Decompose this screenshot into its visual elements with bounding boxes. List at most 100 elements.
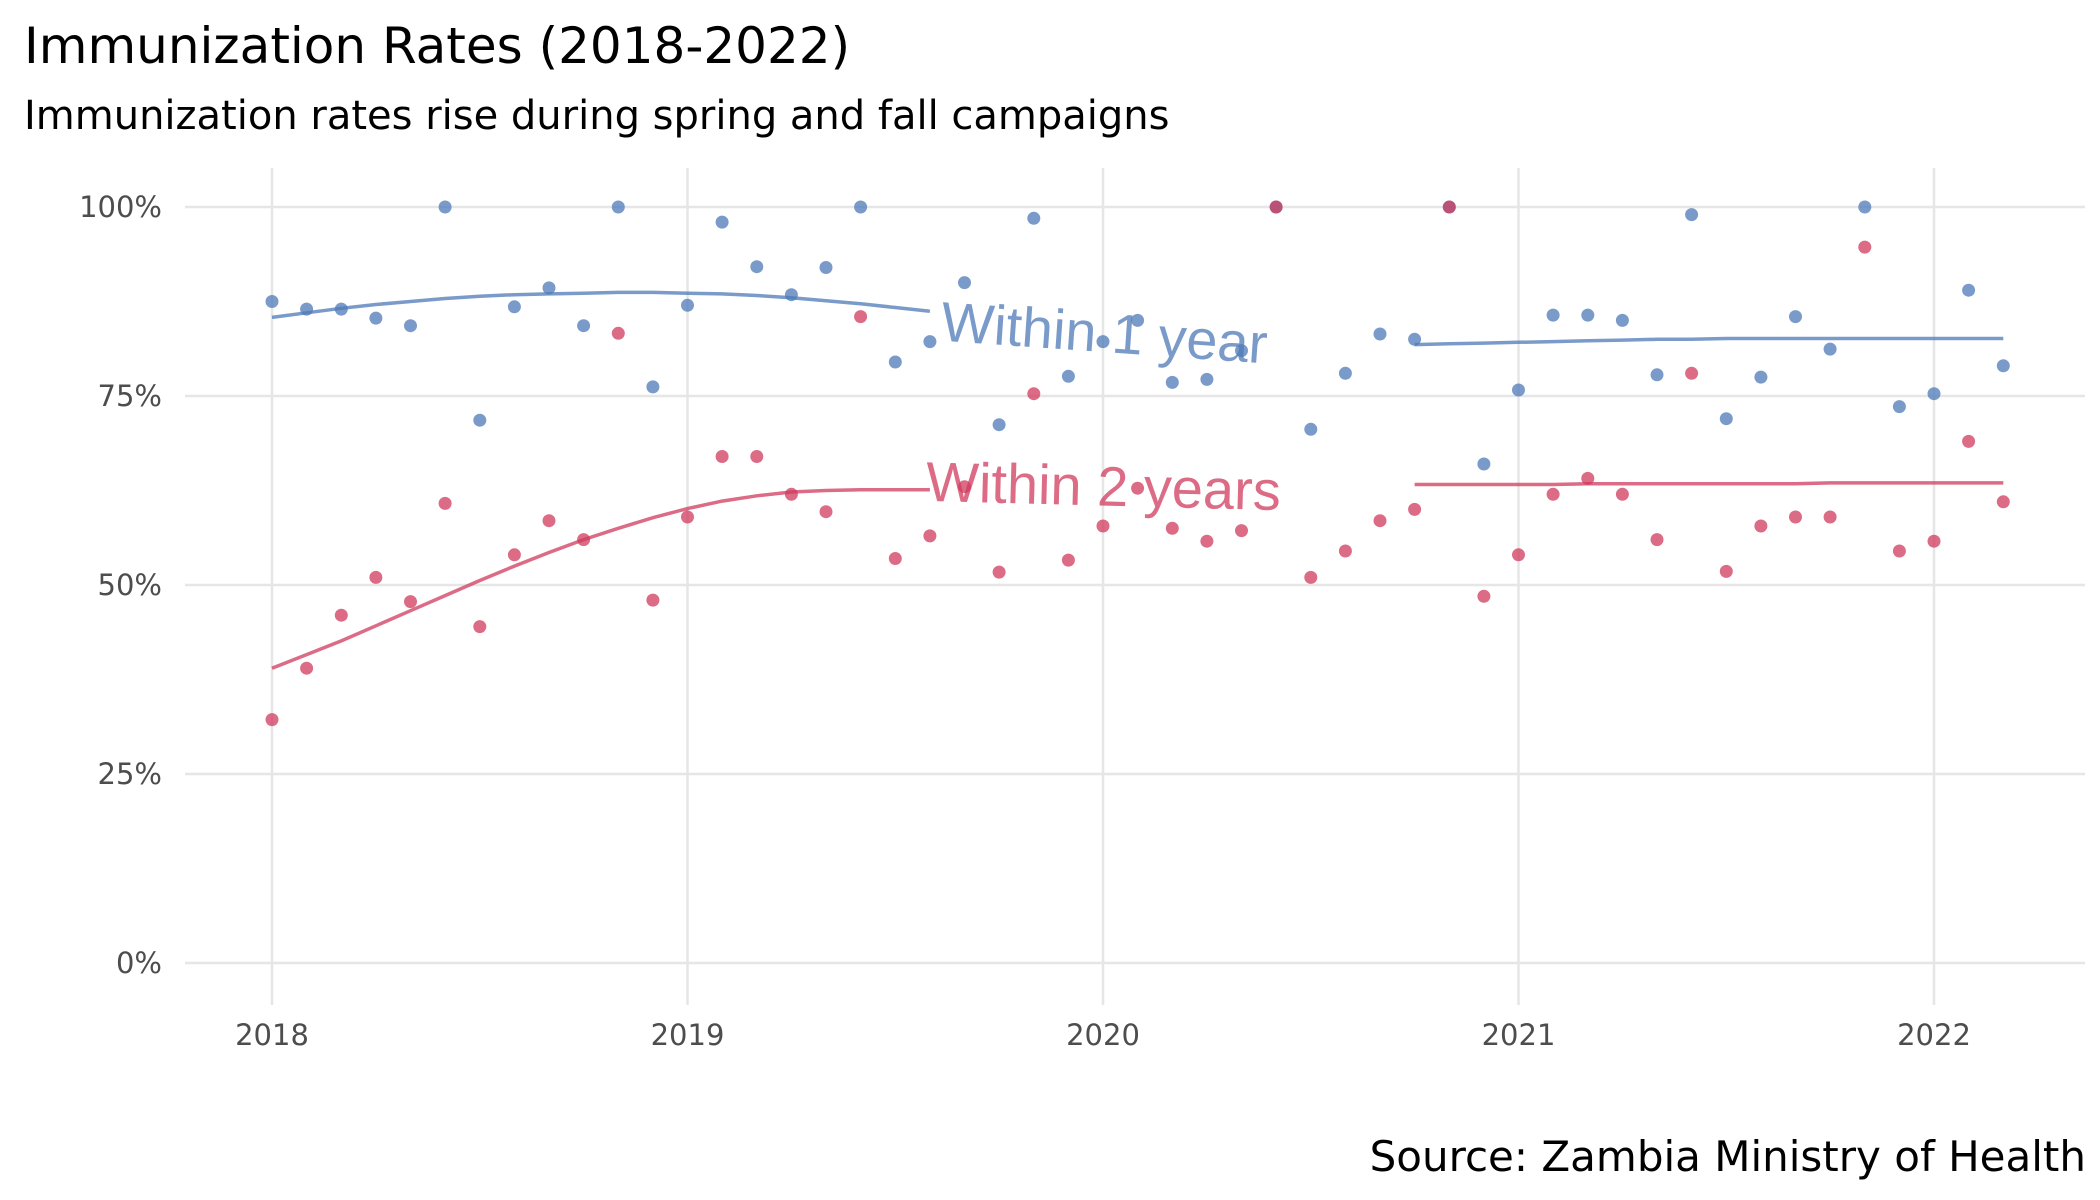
point-within-1-year [1235,344,1248,358]
point-within-1-year [854,200,868,214]
point-within-2-years [1096,519,1110,533]
point-within-2-years [1061,553,1075,567]
point-within-2-years [1927,534,1941,548]
point-within-1-year [473,413,487,427]
point-within-2-years [438,496,452,510]
point-within-1-year [1581,308,1595,322]
point-within-2-years [1304,570,1318,584]
x-tick-label: 2022 [1897,1018,1971,1052]
point-within-2-years [1269,200,1283,214]
point-within-2-years [611,326,625,340]
point-within-2-years [1754,519,1768,533]
point-within-2-years [854,310,868,324]
point-within-1-year [265,295,279,308]
point-within-1-year [681,298,694,312]
point-within-1-year [542,281,556,295]
chart-caption: Source: Zambia Ministry of Health [1369,1132,2086,1181]
point-within-2-years [1996,495,2010,509]
point-within-1-year [958,276,971,290]
point-within-2-years [300,661,314,675]
point-within-2-years [1131,481,1145,495]
point-within-2-years [888,552,902,565]
point-within-2-years [369,570,383,584]
point-within-1-year [888,355,902,369]
data-points [265,200,2010,727]
trend-line [1414,481,2004,487]
point-within-1-year [646,380,660,394]
point-within-2-years [1338,544,1352,558]
point-within-1-year [1685,208,1699,222]
point-within-1-year [1477,457,1491,471]
point-within-2-years [1200,534,1214,548]
point-within-1-year [1615,313,1629,327]
point-within-1-year [1131,313,1145,327]
point-within-2-years [1615,487,1629,501]
point-within-1-year [1962,283,1976,297]
point-within-2-years [334,608,348,622]
y-tick-label: 75% [98,379,162,413]
trend-line [1414,336,2004,347]
point-within-1-year [1996,359,2010,373]
point-within-2-years [1546,487,1560,501]
point-within-2-years [1442,200,1456,214]
point-within-1-year [923,335,937,349]
point-within-2-years [1165,521,1179,535]
point-within-2-years [1789,510,1802,524]
point-within-1-year [1061,369,1075,383]
point-within-2-years [715,450,729,463]
chart-subtitle: Immunization rates rise during spring an… [24,93,1170,139]
y-tick-label: 100% [79,190,162,224]
point-within-2-years [1962,434,1976,448]
y-tick-label: 50% [98,568,162,602]
point-within-1-year [1096,335,1110,349]
point-within-2-years [577,533,591,547]
point-within-1-year [1027,211,1041,225]
point-within-2-years [646,593,660,607]
point-within-2-years [1892,544,1906,558]
point-within-2-years [681,510,694,524]
point-within-2-years [1027,387,1041,401]
point-within-2-years [1512,548,1525,562]
x-tick-label: 2020 [1066,1018,1140,1052]
point-within-1-year [1789,310,1802,324]
point-within-1-year [438,200,452,214]
axis-tick-labels: 0% 25% 50% 75% 100% 2018 2019 2020 2021 2022 [79,190,1971,1052]
point-within-2-years [1477,589,1491,603]
point-within-2-years [1581,471,1595,485]
point-within-2-years [473,620,487,634]
point-within-1-year [404,319,417,333]
point-within-2-years [404,595,417,609]
trend-lines [271,290,2004,670]
x-tick-label: 2019 [651,1018,725,1052]
point-within-2-years [992,565,1006,579]
point-within-1-year [992,418,1006,432]
point-within-1-year [507,300,521,314]
point-within-1-year [369,311,383,325]
x-tick-label: 2021 [1482,1018,1556,1052]
point-within-1-year [1650,368,1664,382]
point-within-2-years [1823,510,1837,524]
point-within-1-year [1338,366,1352,380]
point-within-1-year [300,302,314,316]
point-within-2-years [1650,533,1664,547]
point-within-1-year [334,302,348,316]
y-tick-label: 25% [98,757,162,791]
chart-title: Immunization Rates (2018-2022) [24,17,851,75]
point-within-1-year [819,261,833,274]
point-within-1-year [1858,200,1872,214]
point-within-2-years [1235,524,1248,538]
trend-line [271,290,931,320]
point-within-2-years [542,514,556,528]
point-within-2-years [1858,240,1872,254]
point-within-2-years [750,450,764,463]
point-within-2-years [784,487,798,501]
point-within-2-years [923,529,937,543]
point-within-1-year [1408,332,1422,346]
point-within-1-year [1927,387,1941,401]
point-within-1-year [1304,422,1318,436]
point-within-1-year [1165,375,1179,389]
point-within-2-years [265,713,279,727]
y-tick-label: 0% [116,946,162,980]
point-within-1-year [577,319,591,333]
